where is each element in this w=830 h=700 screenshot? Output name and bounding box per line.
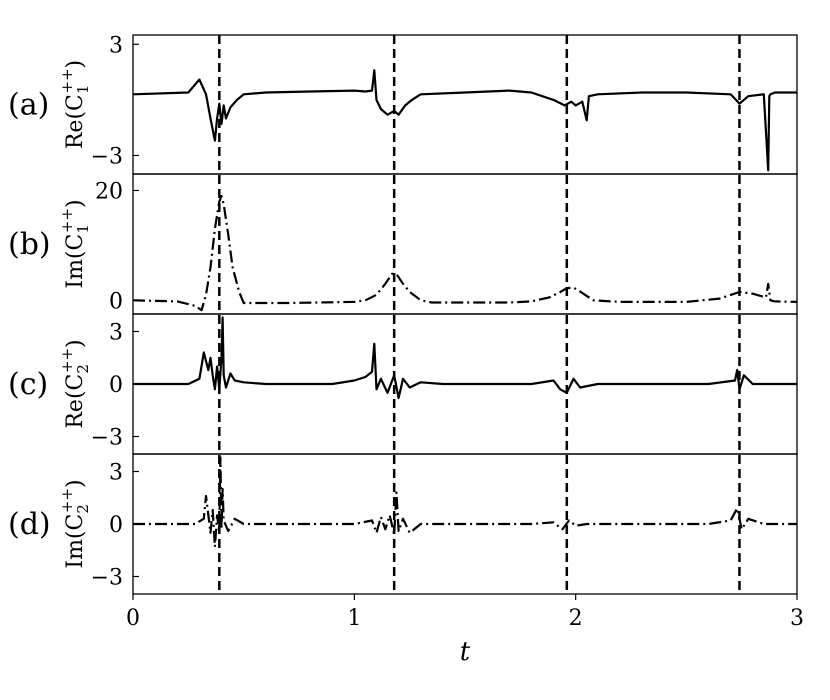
panel-frame [132, 173, 798, 315]
x-tick-label: 3 [790, 606, 804, 631]
y-tick-label: −3 [91, 144, 123, 169]
y-tick-label: 0 [109, 289, 123, 314]
panel-frame [132, 453, 798, 595]
y-tick-label: 3 [109, 321, 123, 346]
y-axis-label: Im(C1++) [58, 199, 92, 288]
y-tick-label: −3 [91, 566, 123, 591]
panel-letter: (a) [8, 88, 49, 123]
x-tick-label: 1 [347, 606, 361, 631]
y-tick-label: 0 [109, 373, 123, 398]
y-axis-label: Re(C1++) [58, 60, 92, 149]
y-tick-label: −3 [91, 426, 123, 451]
series-line-d [133, 456, 797, 548]
x-axis-label: t [460, 637, 471, 667]
panel-d: 3 0 −3 (d) Im(C2++) [8, 456, 797, 591]
series-line-b [132, 194, 798, 312]
x-axis: 0 1 2 3 [126, 594, 804, 631]
series-line-a [132, 69, 797, 172]
vertical-reference-lines [218, 35, 741, 594]
panel-b: 20 0 (b) Im(C1++) [8, 179, 798, 314]
y-tick-label: 3 [109, 33, 123, 58]
series-line-c [133, 316, 797, 400]
x-tick-label: 2 [569, 606, 583, 631]
y-axis-label: Re(C2++) [58, 339, 92, 428]
panel-a: 3 −3 (a) Re(C1++) [8, 33, 797, 172]
y-axis-label: Im(C2++) [58, 479, 92, 568]
panel-letter: (d) [8, 507, 51, 542]
panel-c: 3 0 −3 (c) Re(C2++) [8, 316, 797, 451]
panel-letter: (c) [8, 367, 48, 402]
panel-frames [132, 34, 798, 595]
panels-layer: 3 −3 (a) Re(C1++) 20 0 (b) Im(C1++) 3 0 −3 (c) Re(C2… [8, 33, 798, 591]
y-tick-label: 3 [109, 461, 123, 486]
x-tick-label: 0 [126, 606, 140, 631]
y-tick-label: 0 [109, 513, 123, 538]
y-tick-label: 20 [95, 179, 123, 204]
panel-letter: (b) [8, 227, 51, 262]
